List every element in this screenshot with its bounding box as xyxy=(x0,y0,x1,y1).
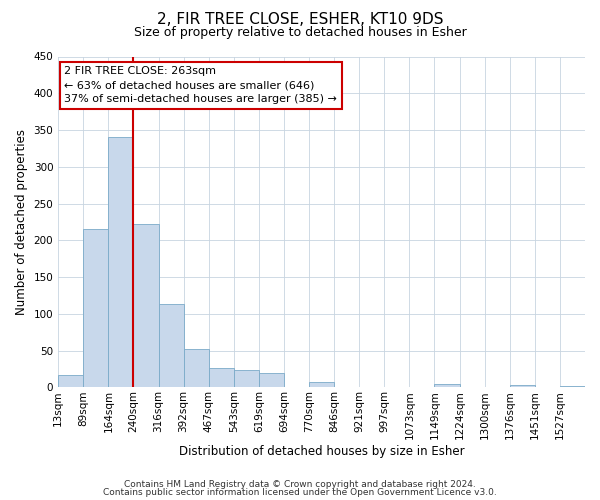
Bar xyxy=(58,375,83,388)
X-axis label: Distribution of detached houses by size in Esher: Distribution of detached houses by size … xyxy=(179,444,464,458)
Text: 2 FIR TREE CLOSE: 263sqm
← 63% of detached houses are smaller (646)
37% of semi-: 2 FIR TREE CLOSE: 263sqm ← 63% of detach… xyxy=(64,66,337,104)
Bar xyxy=(259,372,284,388)
Bar xyxy=(309,382,334,388)
Bar xyxy=(560,386,585,388)
Text: Size of property relative to detached houses in Esher: Size of property relative to detached ho… xyxy=(134,26,466,39)
Bar xyxy=(234,370,259,388)
Bar xyxy=(184,349,209,388)
Bar xyxy=(109,138,133,388)
Text: 2, FIR TREE CLOSE, ESHER, KT10 9DS: 2, FIR TREE CLOSE, ESHER, KT10 9DS xyxy=(157,12,443,28)
Bar xyxy=(83,230,109,388)
Bar xyxy=(133,224,158,388)
Bar xyxy=(434,384,460,388)
Bar xyxy=(158,304,184,388)
Bar xyxy=(209,368,234,388)
Y-axis label: Number of detached properties: Number of detached properties xyxy=(15,129,28,315)
Bar xyxy=(510,385,535,388)
Text: Contains public sector information licensed under the Open Government Licence v3: Contains public sector information licen… xyxy=(103,488,497,497)
Text: Contains HM Land Registry data © Crown copyright and database right 2024.: Contains HM Land Registry data © Crown c… xyxy=(124,480,476,489)
